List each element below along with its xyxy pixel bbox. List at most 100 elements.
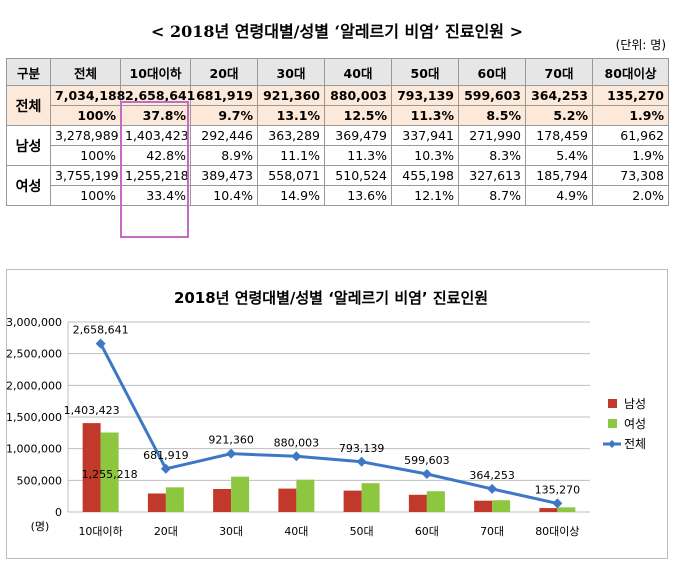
- row-group-label: 여성: [6, 165, 51, 206]
- table-cell: 11.3%: [324, 145, 392, 166]
- header-cell: 전체: [50, 58, 121, 86]
- total-point: [487, 483, 498, 494]
- table-cell: 1,403,423: [120, 125, 191, 146]
- table-cell: 13.1%: [257, 105, 325, 126]
- table-cell: 8.7%: [458, 185, 526, 206]
- table-cell: 880,003: [324, 85, 392, 106]
- y-tick-label: 500,000: [17, 474, 63, 487]
- table-row: 여성 3,755,199 1,255,218 389,473 558,071 510,52…: [6, 165, 669, 206]
- female-data-label: 1,255,218: [82, 468, 138, 481]
- y-axis-label: (명): [31, 520, 50, 533]
- bar-여성: [100, 432, 119, 512]
- header-cell: 30대: [257, 58, 325, 86]
- table-cell: 10.4%: [190, 185, 258, 206]
- table-title: < 2018년 연령대별/성별 ‘알레르기 비염’ 진료인원 >: [151, 22, 523, 41]
- total-point: [552, 498, 563, 509]
- table-cell: 73,308: [592, 165, 669, 186]
- bar-남성: [82, 423, 101, 512]
- total-line: [99, 342, 558, 505]
- y-tick-label: 0: [55, 506, 62, 519]
- table-header-row: 구분 전체 10대이하 20대 30대 40대 50대 60대 70대 80대이…: [6, 58, 669, 86]
- table-cell: 33.4%: [120, 185, 191, 206]
- total-point: [291, 451, 302, 462]
- total-data-label: 364,253: [469, 469, 515, 482]
- table-cell: 455,198: [391, 165, 459, 186]
- male-data-label: 1,403,423: [64, 404, 120, 417]
- bar-여성: [296, 479, 315, 512]
- y-tick-label: 1,000,000: [6, 443, 62, 456]
- header-cell: 50대: [391, 58, 459, 86]
- table-cell: 12.1%: [391, 185, 459, 206]
- table-cell: 5.2%: [525, 105, 593, 126]
- x-tick-label: 30대: [219, 525, 243, 538]
- row-group-label: 전체: [6, 85, 51, 126]
- table-row: 100% 33.4% 10.4% 14.9% 13.6% 12.1% 8.7% 4.9% 2.0…: [7, 185, 669, 206]
- bar-남성: [147, 493, 166, 512]
- table-cell: 10.3%: [391, 145, 459, 166]
- bar-남성: [213, 488, 232, 512]
- table-cell: 363,289: [257, 125, 325, 146]
- table-cell: 14.9%: [257, 185, 325, 206]
- table-row: 100% 42.8% 8.9% 11.1% 11.3% 10.3% 8.3% 5.4% 1.9%: [7, 145, 669, 166]
- header-cell: 80대이상: [592, 58, 669, 86]
- total-point: [356, 456, 367, 467]
- table-cell: 793,139: [391, 85, 459, 106]
- table-cell: 1.9%: [592, 105, 669, 126]
- total-point: [226, 448, 237, 459]
- legend-label: 남성: [624, 397, 646, 411]
- table-row: 100% 37.8% 9.7% 13.1% 12.5% 11.3% 8.5% 5.2% 1.9%: [7, 105, 669, 126]
- table-cell: 337,941: [391, 125, 459, 146]
- table-cell: 8.9%: [190, 145, 258, 166]
- x-tick-label: 40대: [284, 525, 308, 538]
- table-row: 전체 7,034,188 2,658,641 681,919 921,360 880,00…: [6, 85, 669, 126]
- table-cell: 7,034,188: [50, 85, 125, 106]
- bar-여성: [557, 507, 576, 512]
- chart-title: 2018년 연령대별/성별 ‘알레르기 비염’ 진료인원: [174, 289, 488, 307]
- x-tick-label: 10대이하: [78, 524, 122, 538]
- bar-여성: [492, 500, 511, 512]
- table-cell: 11.1%: [257, 145, 325, 166]
- bar-남성: [539, 508, 558, 512]
- y-tick-label: 2,000,000: [6, 379, 62, 392]
- total-data-label: 921,360: [208, 434, 254, 447]
- legend-swatch-marker: [608, 440, 616, 448]
- total-point: [421, 469, 432, 480]
- y-tick-label: 2,500,000: [6, 348, 62, 361]
- bar-남성: [278, 488, 297, 512]
- total-data-label: 599,603: [404, 454, 450, 467]
- data-table: 구분 전체 10대이하 20대 30대 40대 50대 60대 70대 80대이…: [6, 58, 669, 206]
- legend-swatch-여성: [608, 419, 617, 428]
- total-data-label: 880,003: [274, 436, 320, 449]
- bar-남성: [408, 494, 427, 512]
- chart-frame: [6, 269, 668, 559]
- table-cell: 9.7%: [190, 105, 258, 126]
- x-tick-label: 60대: [415, 525, 439, 538]
- bar-여성: [231, 476, 250, 512]
- total-data-label: 2,658,641: [73, 324, 129, 337]
- unit-label: (단위: 명): [615, 38, 666, 52]
- table-cell: 4.9%: [525, 185, 593, 206]
- bar-여성: [165, 487, 184, 512]
- table-cell: 327,613: [458, 165, 526, 186]
- bar-남성: [474, 500, 493, 512]
- table-cell: 11.3%: [391, 105, 459, 126]
- header-cell: 40대: [324, 58, 392, 86]
- total-data-label: 681,919: [143, 449, 189, 462]
- bar-남성: [343, 490, 362, 512]
- bar-여성: [361, 483, 380, 512]
- table-cell: 2,658,641: [120, 85, 195, 106]
- header-cell: 20대: [190, 58, 258, 86]
- x-tick-label: 80대이상: [535, 525, 579, 538]
- x-tick-label: 20대: [154, 525, 178, 538]
- total-data-label: 793,139: [339, 442, 385, 455]
- x-tick-label: 50대: [350, 525, 374, 538]
- table-cell: 8.5%: [458, 105, 526, 126]
- total-point: [160, 463, 171, 474]
- bar-여성: [426, 491, 445, 512]
- table-cell: 599,603: [458, 85, 526, 106]
- legend-label: 전체: [624, 437, 646, 451]
- legend-label: 여성: [624, 417, 646, 431]
- legend-swatch-남성: [608, 399, 617, 408]
- y-tick-label: 3,000,000: [6, 316, 62, 329]
